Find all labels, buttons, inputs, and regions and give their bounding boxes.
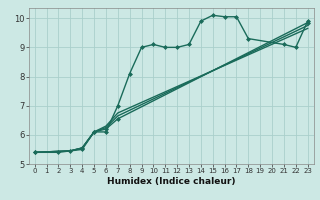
X-axis label: Humidex (Indice chaleur): Humidex (Indice chaleur) bbox=[107, 177, 236, 186]
